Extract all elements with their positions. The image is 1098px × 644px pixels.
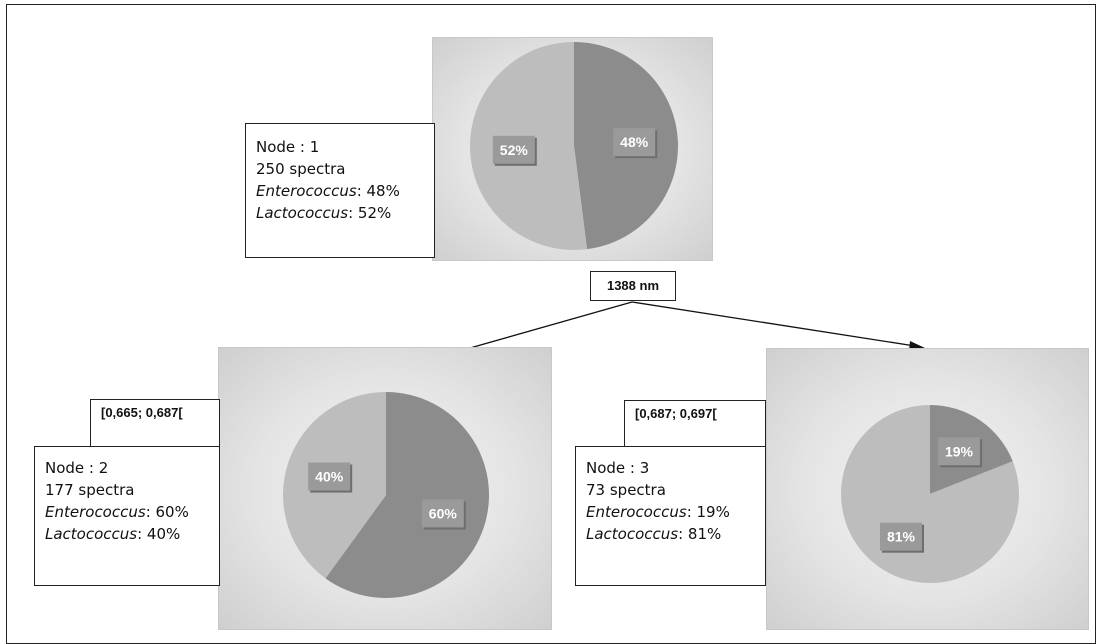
lactococcus-value: : 52% xyxy=(348,204,392,222)
edge-node1-node2 xyxy=(469,301,633,349)
data-label-box xyxy=(879,522,922,551)
pie-label-enterococcus: 60% xyxy=(429,505,458,521)
pie-slice-enterococcus xyxy=(325,392,489,598)
enterococcus-value: : 60% xyxy=(145,503,189,521)
pie-label-lactococcus: 40% xyxy=(315,469,344,485)
interval-label-node-3: [0,687; 0,697[ xyxy=(624,400,766,448)
interval-label-node-2: [0,665; 0,687[ xyxy=(90,399,220,448)
data-label-box xyxy=(421,499,464,528)
lactococcus-name: Lactococcus xyxy=(45,525,138,543)
edge-node1-node3 xyxy=(631,301,916,347)
data-label-box xyxy=(492,135,535,164)
node-2-info-box: Node : 2 177 spectra Enterococcus: 60% L… xyxy=(34,446,220,586)
pie-chart-node-2: 60% 40% xyxy=(283,392,489,598)
pie-label-lactococcus: 52% xyxy=(500,142,529,158)
enterococcus-name: Enterococcus xyxy=(45,503,146,521)
data-label-box xyxy=(308,462,351,491)
node-3-info-box: Node : 3 73 spectra Enterococcus: 19% La… xyxy=(575,446,766,586)
spectra-count: 250 spectra xyxy=(256,160,346,178)
lactococcus-name: Lactococcus xyxy=(586,525,679,543)
spectra-count: 73 spectra xyxy=(586,481,666,499)
node-label: Node : 1 xyxy=(256,138,320,156)
pie-label-enterococcus: 19% xyxy=(945,443,974,459)
pie-panel-node-1: 48% 52% xyxy=(432,37,713,261)
lactococcus-name: Lactococcus xyxy=(256,204,349,222)
pie-label-lactococcus: 81% xyxy=(887,529,916,545)
pie-panel-node-3: 19% 81% xyxy=(766,348,1089,630)
data-label-box xyxy=(613,128,656,157)
node-label: Node : 2 xyxy=(45,459,109,477)
enterococcus-name: Enterococcus xyxy=(586,503,687,521)
enterococcus-value: : 48% xyxy=(356,182,400,200)
pie-label-enterococcus: 48% xyxy=(620,134,649,150)
lactococcus-value: : 40% xyxy=(137,525,181,543)
pie-chart-node-1: 48% 52% xyxy=(470,42,678,250)
pie-panel-node-2: 60% 40% xyxy=(218,347,552,630)
spectra-count: 177 spectra xyxy=(45,481,135,499)
lactococcus-value: : 81% xyxy=(678,525,722,543)
data-label-box xyxy=(938,437,981,466)
node-1-info-box: Node : 1 250 spectra Enterococcus: 48% L… xyxy=(245,123,435,258)
enterococcus-name: Enterococcus xyxy=(256,182,357,200)
pie-chart-node-3: 19% 81% xyxy=(841,405,1019,583)
split-label: 1388 nm xyxy=(590,271,676,301)
enterococcus-value: : 19% xyxy=(686,503,730,521)
node-label: Node : 3 xyxy=(586,459,650,477)
